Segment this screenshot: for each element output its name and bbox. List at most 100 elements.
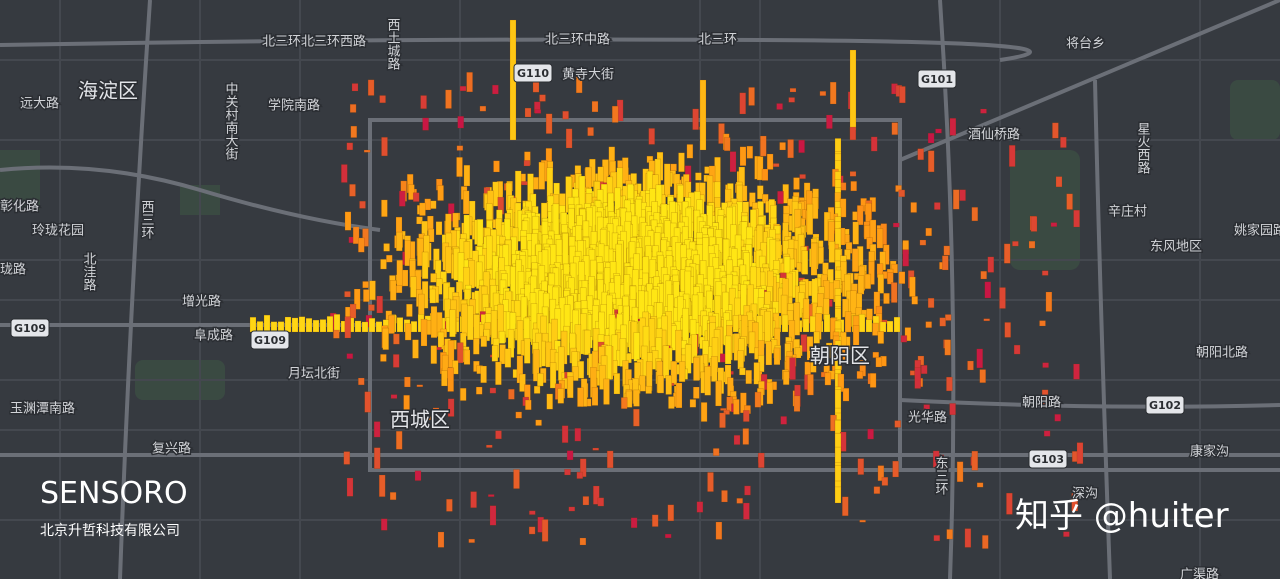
density-bar (546, 393, 553, 410)
density-bar (427, 215, 434, 231)
density-bar (866, 308, 873, 321)
density-bar (504, 348, 512, 368)
density-bar (1039, 320, 1046, 327)
density-bar (333, 314, 341, 333)
density-bar (353, 288, 361, 310)
place-label: 月坛北街 (288, 367, 340, 382)
density-bar (856, 205, 864, 226)
density-bar (437, 185, 444, 201)
density-bar (532, 349, 540, 382)
density-bar (664, 533, 672, 539)
place-label: 玲珑花园 (32, 223, 84, 239)
place-label: 东三环 (933, 456, 949, 495)
road-shield-label: G102 (1149, 399, 1181, 412)
density-bar (381, 199, 388, 217)
density-bar (430, 306, 438, 338)
density-bar (351, 83, 359, 92)
place-label: 珑路 (0, 262, 26, 278)
place-label: 黄寺大街 (562, 68, 614, 83)
density-bar (825, 348, 832, 359)
density-bar (927, 132, 935, 144)
density-bar (523, 338, 531, 364)
density-bar (899, 86, 906, 104)
density-bar (456, 145, 464, 151)
density-bar (876, 228, 884, 249)
place-label: 复兴路 (152, 441, 191, 457)
place-label: 广渠路 (1180, 567, 1219, 579)
density-bar (524, 107, 532, 118)
density-bar (545, 113, 553, 134)
density-bar (842, 387, 850, 402)
density-bar (870, 136, 878, 152)
density-bar (373, 447, 381, 469)
density-bar (739, 146, 747, 166)
density-bar (689, 399, 697, 408)
density-bar (987, 256, 995, 273)
density-bar (828, 241, 836, 263)
density-bar (952, 189, 960, 210)
density-bar (761, 168, 769, 181)
density-bar (349, 184, 356, 197)
density-bar (422, 117, 429, 131)
density-bar (806, 203, 814, 235)
density-bar (824, 372, 832, 386)
density-bar (528, 526, 536, 535)
density-bar (466, 72, 473, 93)
density-bar (270, 321, 278, 333)
density-bar (326, 316, 334, 333)
density-bar (925, 321, 932, 328)
density-bar (305, 318, 313, 333)
density-bar (834, 486, 842, 504)
density-bar (591, 387, 599, 406)
place-label: 中关村南大街 (223, 82, 239, 160)
density-bar (766, 381, 774, 405)
density-bar (375, 321, 383, 333)
density-bar (447, 367, 454, 392)
density-bar (1012, 241, 1019, 247)
density-bar (263, 314, 271, 333)
density-bar (927, 150, 935, 173)
place-label: 西土城路 (385, 18, 401, 70)
density-bar (410, 321, 418, 333)
density-bar (979, 369, 986, 383)
density-bar (743, 410, 750, 422)
density-bar (561, 425, 569, 443)
density-bar (933, 535, 941, 542)
density-bar (798, 139, 805, 153)
density-bar (935, 128, 942, 134)
density-bar (463, 164, 471, 187)
density-bar (898, 271, 906, 284)
density-bar (976, 348, 983, 369)
density-bar (745, 369, 752, 385)
density-bar (395, 285, 403, 294)
density-bar (507, 328, 515, 358)
density-bar (700, 402, 708, 422)
density-bar (376, 295, 383, 314)
density-bar (380, 354, 387, 362)
place-label: 朝阳路 (1022, 395, 1061, 411)
density-bar (742, 428, 750, 445)
place-label: 北三环 (698, 33, 737, 48)
density-bar (849, 126, 857, 141)
density-bar (733, 435, 741, 445)
density-bar (489, 505, 497, 526)
density-bar (256, 321, 264, 333)
density-bar (686, 144, 694, 159)
density-bar (369, 280, 376, 301)
density-bar (925, 227, 932, 237)
density-bar (819, 91, 827, 96)
place-label: 东风地区 (1150, 240, 1202, 255)
density-bar (298, 316, 306, 333)
density-bar (1009, 133, 1017, 140)
density-bar (756, 156, 764, 181)
density-bar (715, 380, 722, 407)
density-bar (944, 314, 952, 321)
density-bar (498, 330, 506, 344)
density-bar (462, 190, 470, 215)
density-bar (382, 327, 389, 350)
place-label: 酒仙桥路 (968, 127, 1020, 143)
density-bar (599, 364, 606, 390)
density-bar (779, 142, 786, 151)
density-bar (675, 382, 683, 409)
